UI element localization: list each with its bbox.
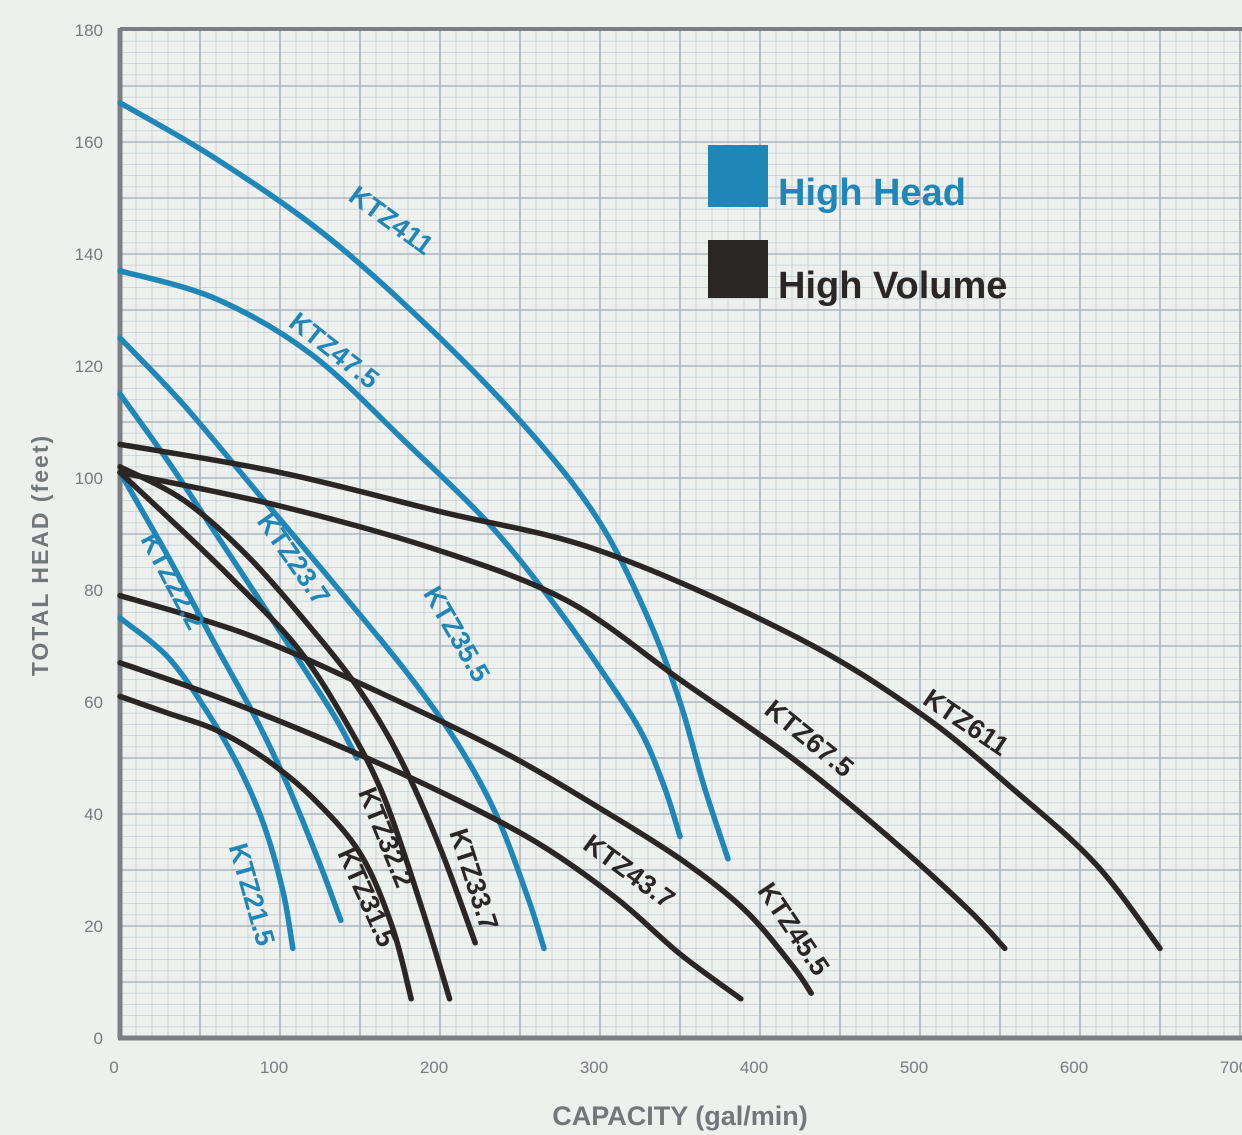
plot-frame: [117, 27, 1242, 1041]
y-axis-title: TOTAL HEAD (feet): [27, 434, 53, 676]
curve-ktz21-5: [117, 615, 296, 952]
major-gridlines: [120, 28, 1242, 1038]
x-axis-title: CAPACITY (gal/min): [552, 1101, 808, 1131]
y-tick-label: 140: [75, 245, 103, 264]
x-tick-labels: 0 100 200 300 400 500 600 700: [109, 1058, 1242, 1077]
curve-ktz32-2: [117, 469, 453, 1002]
x-tick-label: 300: [580, 1058, 608, 1077]
curve-ktz611: [117, 441, 1163, 952]
y-tick-label: 20: [84, 917, 103, 936]
curve-ktz43-7: [117, 660, 744, 1002]
x-tick-label: 400: [740, 1058, 768, 1077]
curve-ktz411: [117, 100, 731, 862]
x-tick-label: 100: [260, 1058, 288, 1077]
curve-ktz31-5: [117, 693, 414, 1002]
x-tick-label: 600: [1060, 1058, 1088, 1077]
curve-ktz23-7: [117, 391, 360, 761]
legend-swatch-high-volume: [708, 240, 768, 298]
y-tick-labels: 0 20 40 60 80 100 120 140 160 180: [75, 21, 103, 1048]
y-tick-label: 40: [84, 805, 103, 824]
curve-ktz33-7: [117, 464, 478, 946]
legend: High Head High Volume: [708, 145, 1007, 307]
x-tick-label: 0: [109, 1058, 118, 1077]
performance-curves: [117, 100, 1163, 1002]
legend-label-high-head: High Head: [778, 172, 966, 214]
curve-ktz45-5: [117, 592, 814, 996]
legend-label-high-volume: High Volume: [778, 265, 1007, 307]
y-tick-label: 80: [84, 581, 103, 600]
y-tick-label: 160: [75, 133, 103, 152]
x-tick-label: 200: [420, 1058, 448, 1077]
y-tick-label: 180: [75, 21, 103, 40]
y-tick-label: 60: [84, 693, 103, 712]
x-tick-label: 700: [1220, 1058, 1242, 1077]
curve-ktz35-5: [117, 335, 547, 952]
y-tick-label: 120: [75, 357, 103, 376]
y-tick-label: 0: [94, 1029, 103, 1048]
y-tick-label: 100: [75, 469, 103, 488]
legend-swatch-high-head: [708, 145, 768, 207]
curve-ktz47-5: [117, 268, 683, 840]
curve-ktz67-5: [117, 469, 1008, 952]
x-tick-label: 500: [900, 1058, 928, 1077]
